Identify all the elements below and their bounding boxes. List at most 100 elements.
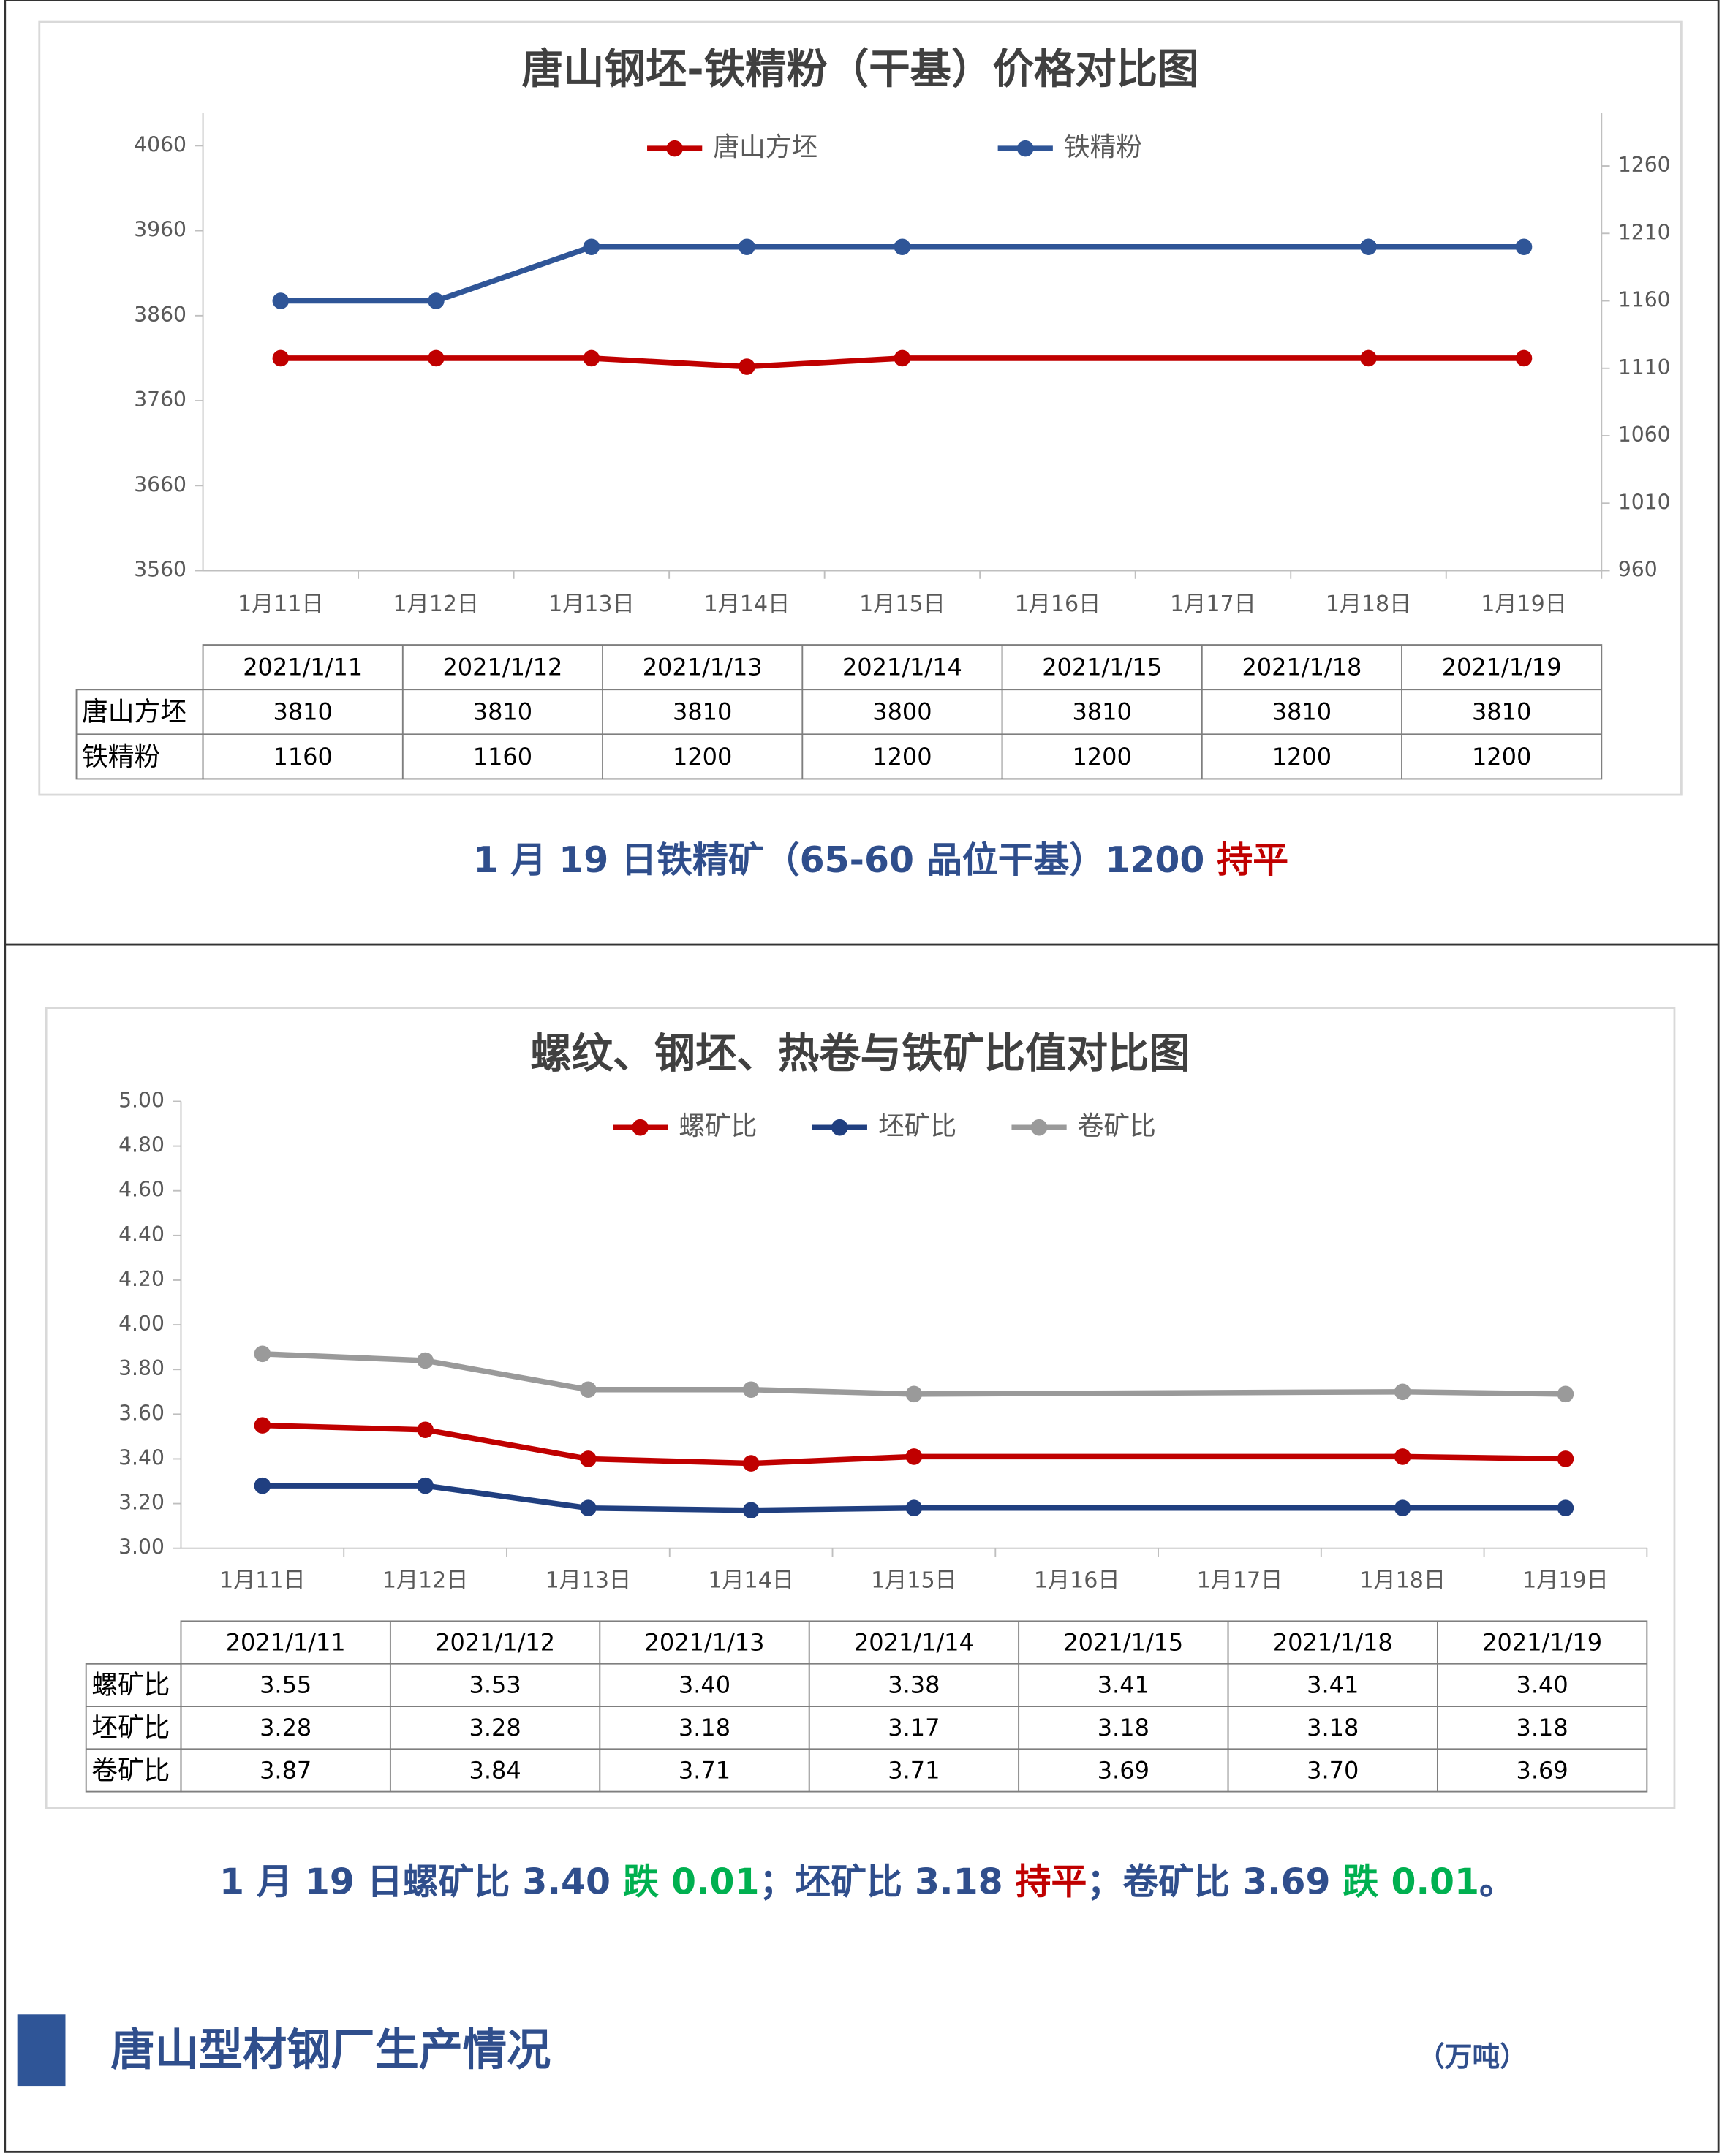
caption-segment: 1 月 19 日铁精矿（65-60 品位干基）1200 — [473, 839, 1217, 881]
data-point — [894, 238, 911, 256]
y2-tick-label: 1060 — [1618, 423, 1671, 447]
table-row-label: 铁精粉 — [82, 742, 160, 772]
table-cell: 3.84 — [469, 1756, 521, 1784]
table-cell: 3810 — [1272, 698, 1332, 726]
data-point — [894, 349, 911, 367]
table-cell: 3.69 — [1517, 1756, 1568, 1784]
legend-label: 铁精粉 — [1064, 132, 1142, 162]
table-cell: 3800 — [872, 698, 932, 726]
table-cell: 3.18 — [679, 1714, 730, 1741]
table-header: 2021/1/11 — [226, 1628, 346, 1656]
y2-tick-label: 1160 — [1618, 288, 1671, 312]
y2-tick-label: 1210 — [1618, 220, 1671, 244]
y2-tick-label: 960 — [1618, 558, 1658, 582]
data-point — [583, 349, 600, 367]
data-table: 2021/1/11 2021/1/12 2021/1/13 2021/1/14 2021… — [85, 1620, 1648, 1793]
y2-tick-label: 1110 — [1618, 355, 1671, 379]
x-tick-label: 1月13日 — [548, 591, 635, 617]
data-point — [1394, 1499, 1411, 1516]
data-point — [254, 1477, 271, 1494]
table-cell: 3.18 — [1098, 1714, 1149, 1741]
table-row-label: 螺矿比 — [91, 1671, 170, 1701]
caption-segment: ；坯矿比 3.18 — [760, 1861, 1016, 1902]
x-tick-label: 1月19日 — [1522, 1567, 1609, 1593]
y-tick-label: 4.40 — [118, 1222, 165, 1247]
table-cell: 1200 — [1472, 743, 1531, 771]
table-cell: 3810 — [1472, 698, 1531, 726]
table-cell: 3810 — [1072, 698, 1131, 726]
section-title: 唐山型材钢厂生产情况 — [111, 2025, 551, 2076]
data-point — [1557, 1385, 1574, 1403]
caption: 1 月 19 日螺矿比 3.40 跌 0.01；坯矿比 3.18 持平；卷矿比 … — [219, 1861, 1515, 1902]
table-header: 2021/1/14 — [842, 654, 962, 681]
table-cell: 3810 — [273, 698, 333, 726]
caption-segment: 跌 0.01 — [623, 1861, 759, 1902]
table-header: 2021/1/11 — [243, 654, 363, 681]
data-point — [272, 349, 290, 367]
data-point — [417, 1352, 434, 1369]
data-point — [905, 1448, 923, 1465]
table-header: 2021/1/18 — [1273, 1628, 1393, 1656]
table-cell: 1200 — [673, 743, 732, 771]
y-tick-label: 4.80 — [118, 1133, 165, 1157]
caption-segment: 持平 — [1016, 1861, 1087, 1902]
table-cell: 1200 — [1272, 743, 1332, 771]
x-tick-label: 1月11日 — [238, 591, 324, 617]
data-table: 2021/1/11 2021/1/12 2021/1/13 2021/1/14 2021… — [75, 644, 1603, 780]
table-cell: 3.28 — [260, 1714, 311, 1741]
y-tick-label: 3960 — [134, 218, 186, 242]
legend-label: 坯矿比 — [878, 1111, 956, 1141]
table-cell: 3.71 — [679, 1756, 730, 1784]
legend-marker — [632, 1119, 649, 1136]
x-tick-label: 1月15日 — [859, 591, 945, 617]
data-point — [254, 1417, 271, 1434]
data-point — [1360, 238, 1377, 256]
data-point — [742, 1502, 760, 1519]
y-tick-label: 4060 — [134, 132, 186, 156]
legend-label: 螺矿比 — [679, 1111, 757, 1141]
table-cell: 3810 — [673, 698, 732, 726]
y-tick-label: 4.00 — [118, 1312, 165, 1336]
table-cell: 3.69 — [1098, 1756, 1149, 1784]
data-point — [1515, 349, 1533, 367]
data-point — [1394, 1383, 1411, 1401]
table-header: 2021/1/19 — [1442, 654, 1562, 681]
data-point — [742, 1455, 760, 1472]
data-point — [1557, 1499, 1574, 1516]
data-point — [742, 1381, 760, 1399]
data-point — [580, 1450, 597, 1467]
x-tick-label: 1月16日 — [1015, 591, 1101, 617]
data-point — [739, 358, 755, 375]
table-cell: 1200 — [872, 743, 932, 771]
table-cell: 3.17 — [888, 1714, 940, 1741]
y-tick-label: 4.20 — [118, 1267, 165, 1291]
data-point — [1515, 238, 1533, 256]
caption-segment: 。 — [1479, 1861, 1515, 1902]
chart-title: 唐山钢坯-铁精粉（干基）价格对比图 — [522, 45, 1199, 93]
table-header: 2021/1/19 — [1482, 1628, 1602, 1656]
legend-marker — [666, 140, 683, 157]
y-tick-label: 3760 — [134, 387, 186, 412]
table-cell: 3.55 — [260, 1671, 311, 1699]
data-point — [583, 238, 600, 256]
table-cell: 3.71 — [888, 1756, 940, 1784]
data-point — [580, 1381, 597, 1399]
data-point — [1360, 349, 1377, 367]
table-cell: 3.53 — [469, 1671, 521, 1699]
section-marker — [17, 2014, 66, 2087]
table-row-label: 唐山方坯 — [82, 697, 186, 727]
y-tick-label: 3.40 — [118, 1445, 165, 1470]
x-tick-label: 1月14日 — [704, 591, 790, 617]
caption-segment: ；卷矿比 3.69 — [1087, 1861, 1343, 1902]
table-cell: 3.70 — [1307, 1756, 1359, 1784]
table-cell: 3.18 — [1307, 1714, 1359, 1741]
table-header: 2021/1/15 — [1063, 1628, 1183, 1656]
data-point — [905, 1385, 923, 1403]
table-header: 2021/1/15 — [1042, 654, 1162, 681]
table-row-label: 坯矿比 — [91, 1713, 170, 1743]
table-cell: 3.18 — [1517, 1714, 1568, 1741]
x-tick-label: 1月18日 — [1326, 591, 1412, 617]
data-point — [739, 238, 755, 256]
y-tick-label: 3860 — [134, 303, 186, 327]
caption-segment: 1 月 19 日螺矿比 3.40 — [219, 1861, 623, 1902]
